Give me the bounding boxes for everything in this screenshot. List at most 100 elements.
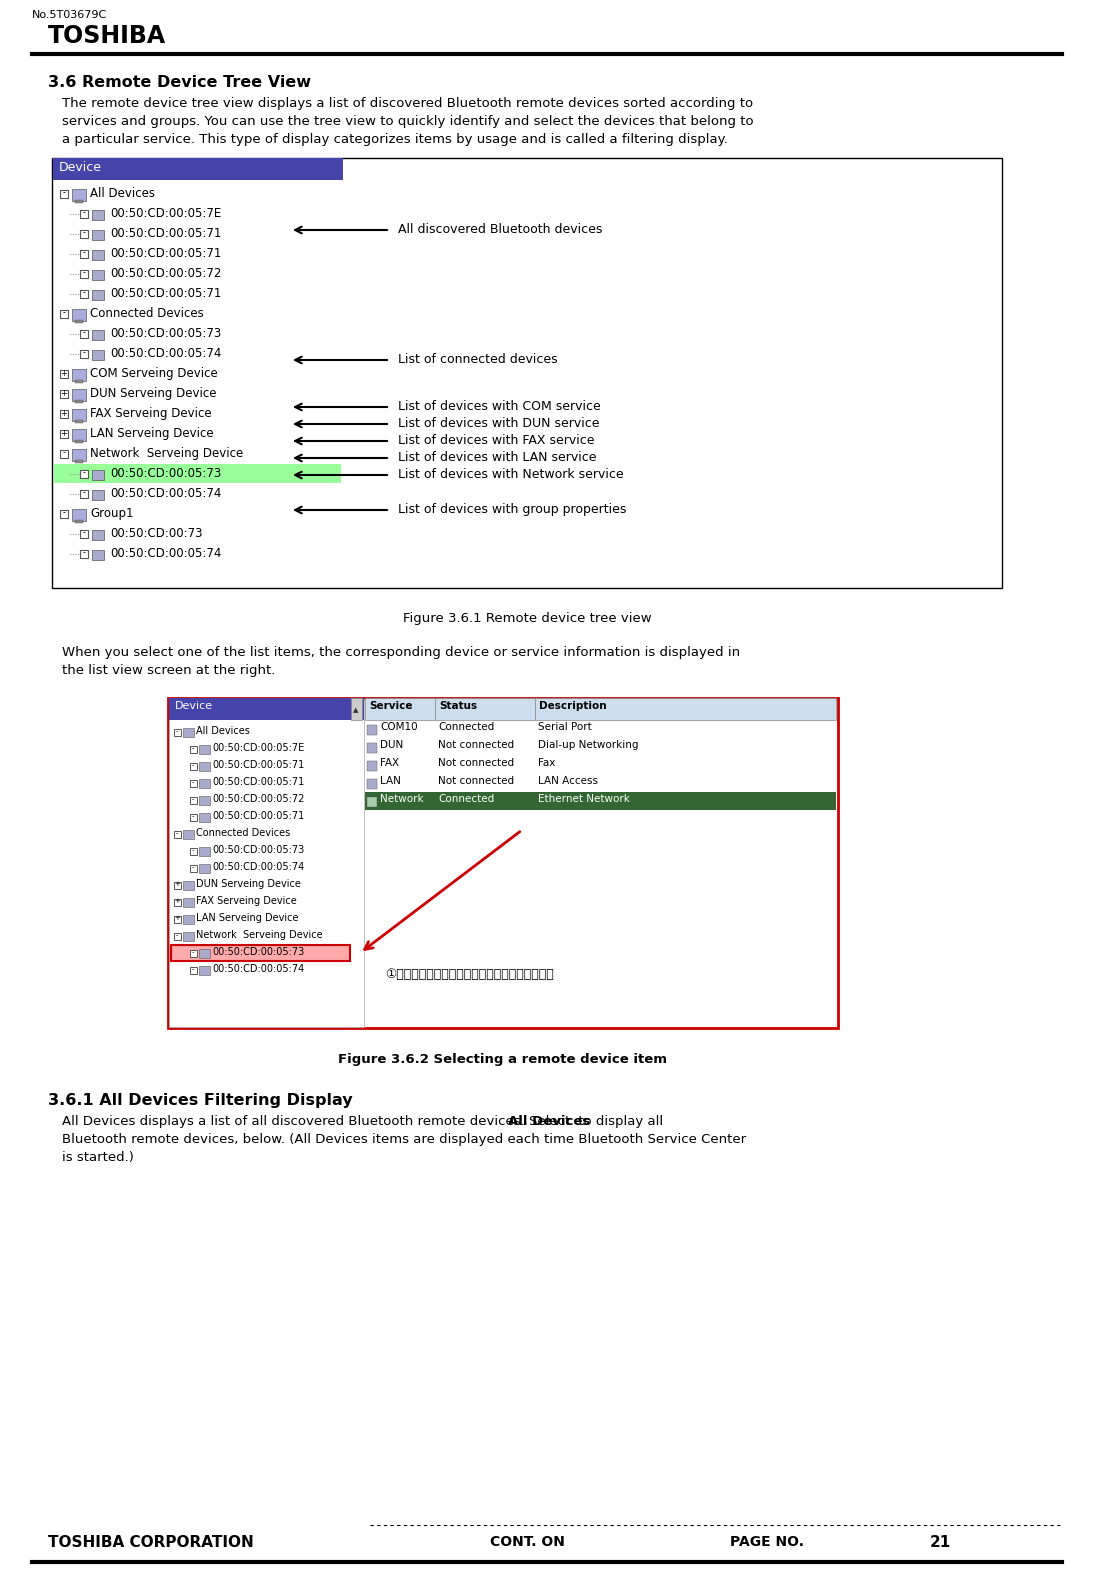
Text: 00:50:CD:00:05:74: 00:50:CD:00:05:74 xyxy=(110,347,221,360)
Bar xyxy=(365,698,435,720)
Text: Not connected: Not connected xyxy=(438,776,514,786)
Text: -: - xyxy=(176,829,178,836)
Bar xyxy=(171,946,350,961)
Text: -: - xyxy=(62,189,66,198)
Bar xyxy=(80,291,88,298)
Bar xyxy=(190,746,197,753)
Text: 00:50:CD:00:05:73: 00:50:CD:00:05:73 xyxy=(110,327,221,339)
Bar xyxy=(60,309,68,317)
Text: Network: Network xyxy=(380,793,423,804)
Text: List of devices with COM service: List of devices with COM service xyxy=(398,399,601,413)
Bar xyxy=(168,698,364,720)
Text: COM Serveing Device: COM Serveing Device xyxy=(90,368,218,380)
Bar xyxy=(190,764,197,770)
Text: Figure 3.6.1 Remote device tree view: Figure 3.6.1 Remote device tree view xyxy=(403,613,651,625)
Text: -: - xyxy=(82,289,85,297)
Bar xyxy=(72,390,86,401)
Text: a particular service. This type of display categorizes items by usage and is cal: a particular service. This type of displ… xyxy=(62,134,728,146)
Text: Bluetooth remote devices, below. (All Devices items are displayed each time Blue: Bluetooth remote devices, below. (All De… xyxy=(62,1133,746,1145)
Bar xyxy=(60,371,68,379)
Text: Network  Serveing Device: Network Serveing Device xyxy=(90,448,243,460)
Text: 00:50:CD:00:73: 00:50:CD:00:73 xyxy=(110,526,202,540)
Text: 00:50:CD:00:05:73: 00:50:CD:00:05:73 xyxy=(110,467,221,481)
Text: -: - xyxy=(62,308,66,317)
Bar xyxy=(80,470,88,478)
Bar xyxy=(199,779,210,789)
Text: Serial Port: Serial Port xyxy=(538,723,592,732)
Text: 00:50:CD:00:05:74: 00:50:CD:00:05:74 xyxy=(110,487,221,500)
Text: 00:50:CD:00:05:74: 00:50:CD:00:05:74 xyxy=(110,547,221,559)
Text: -: - xyxy=(191,966,195,972)
Bar xyxy=(183,914,194,924)
Text: +: + xyxy=(60,388,68,397)
Text: services and groups. You can use the tree view to quickly identify and select th: services and groups. You can use the tre… xyxy=(62,115,754,127)
Bar xyxy=(92,330,104,339)
Bar xyxy=(366,796,377,807)
Text: List of connected devices: List of connected devices xyxy=(398,352,558,366)
Bar xyxy=(365,792,836,811)
Text: 00:50:CD:00:05:74: 00:50:CD:00:05:74 xyxy=(212,965,304,974)
Bar xyxy=(60,190,68,198)
Text: -: - xyxy=(82,489,85,498)
Bar xyxy=(92,490,104,500)
Text: -: - xyxy=(82,528,85,537)
Text: All Devices: All Devices xyxy=(509,1115,591,1128)
Text: Connected Devices: Connected Devices xyxy=(90,306,203,320)
Bar xyxy=(80,350,88,358)
Text: 00:50:CD:00:05:71: 00:50:CD:00:05:71 xyxy=(110,287,221,300)
Text: Service: Service xyxy=(369,701,412,712)
Text: 00:50:CD:00:05:7E: 00:50:CD:00:05:7E xyxy=(110,207,221,220)
Text: 00:50:CD:00:05:71: 00:50:CD:00:05:71 xyxy=(212,811,304,822)
Bar xyxy=(183,727,194,737)
Bar xyxy=(53,159,344,181)
Bar xyxy=(168,698,838,1027)
Text: Dial-up Networking: Dial-up Networking xyxy=(538,740,639,749)
Text: -: - xyxy=(82,468,85,478)
Text: -: - xyxy=(176,932,178,938)
Text: 00:50:CD:00:05:71: 00:50:CD:00:05:71 xyxy=(212,760,304,770)
Text: +: + xyxy=(174,914,179,921)
Bar xyxy=(60,390,68,397)
Bar xyxy=(174,899,181,906)
Bar xyxy=(60,430,68,438)
Bar xyxy=(366,760,377,771)
Text: -: - xyxy=(82,548,85,558)
Bar xyxy=(75,440,83,443)
Bar xyxy=(92,350,104,360)
Bar xyxy=(75,520,83,523)
Text: the list view screen at the right.: the list view screen at the right. xyxy=(62,665,276,677)
Text: LAN Access: LAN Access xyxy=(538,776,598,786)
Bar xyxy=(199,745,210,754)
Text: +: + xyxy=(174,881,179,888)
Text: Network  Serveing Device: Network Serveing Device xyxy=(196,930,323,939)
Text: All Devices: All Devices xyxy=(196,726,249,735)
Text: List of devices with DUN service: List of devices with DUN service xyxy=(398,416,600,429)
Text: -: - xyxy=(191,814,195,818)
Bar xyxy=(183,829,194,839)
Text: -: - xyxy=(191,745,195,751)
Text: ▲: ▲ xyxy=(353,707,359,713)
Bar xyxy=(366,779,377,789)
Bar xyxy=(80,550,88,558)
Bar xyxy=(183,932,194,941)
Bar xyxy=(168,699,364,1027)
Text: FAX Serveing Device: FAX Serveing Device xyxy=(90,407,211,419)
Bar xyxy=(190,848,197,855)
Bar xyxy=(199,949,210,958)
Text: DUN Serveing Device: DUN Serveing Device xyxy=(90,386,217,401)
Bar xyxy=(80,211,88,218)
Text: Description: Description xyxy=(539,701,607,712)
Bar xyxy=(72,408,86,421)
Text: PAGE NO.: PAGE NO. xyxy=(730,1535,804,1549)
Bar xyxy=(80,229,88,237)
Text: TOSHIBA: TOSHIBA xyxy=(48,24,166,49)
Text: FAX Serveing Device: FAX Serveing Device xyxy=(196,895,296,906)
Text: 00:50:CD:00:05:71: 00:50:CD:00:05:71 xyxy=(110,247,221,259)
Bar xyxy=(80,270,88,278)
Text: -: - xyxy=(191,796,195,803)
Text: +: + xyxy=(60,429,68,437)
Bar xyxy=(75,401,83,404)
Bar xyxy=(72,449,86,460)
Bar xyxy=(366,743,377,753)
Text: -: - xyxy=(191,847,195,853)
